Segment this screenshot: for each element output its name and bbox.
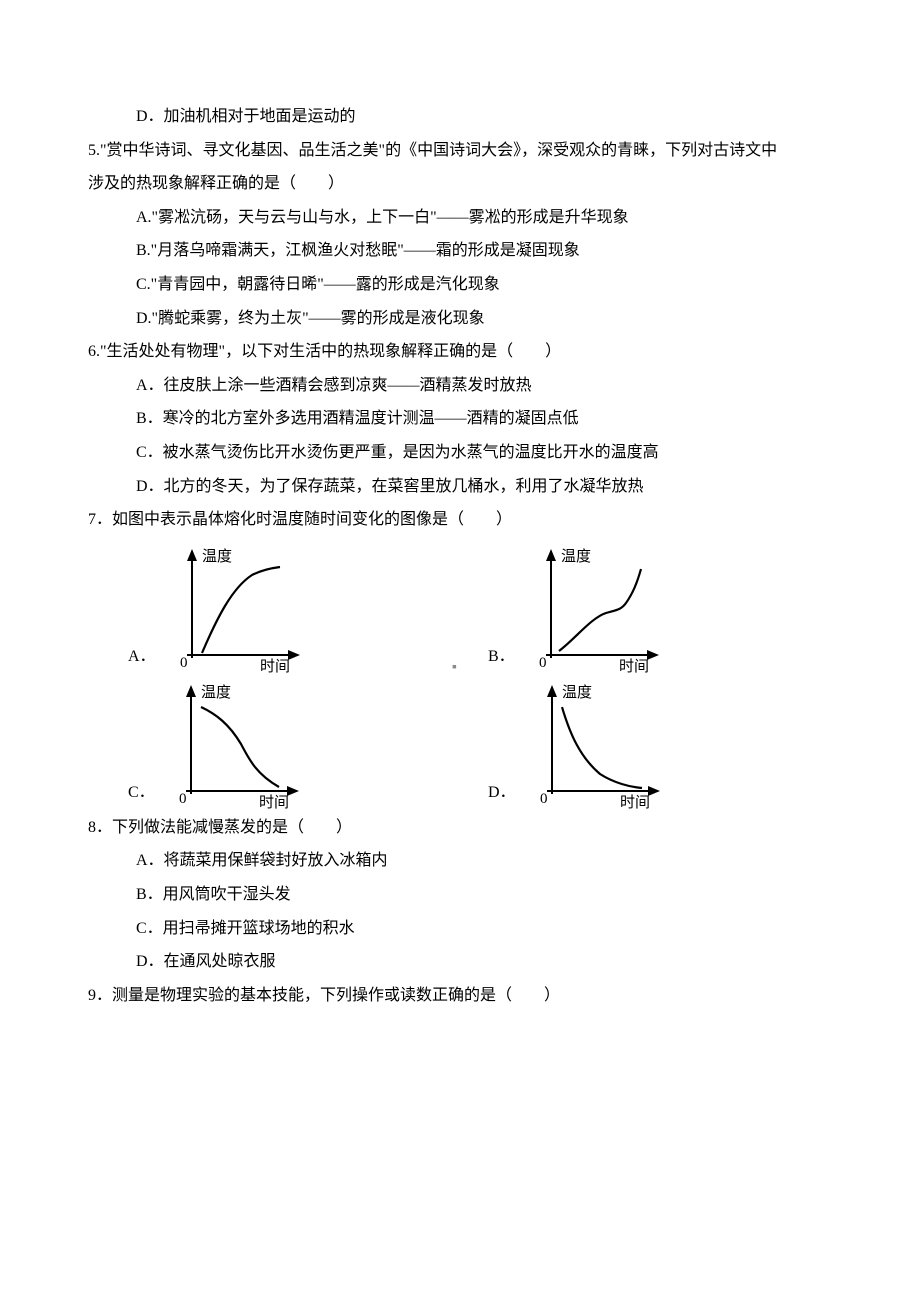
origin: 0 bbox=[179, 791, 187, 807]
q5-option-c: C."青青园中，朝露待日晞"——露的形成是汽化现象 bbox=[88, 268, 920, 302]
q8-option-d: D．在通风处晾衣服 bbox=[88, 945, 920, 979]
q6-option-b: B．寒冷的北方室外多选用酒精温度计测温——酒精的凝固点低 bbox=[88, 402, 920, 436]
q8-option-a: A．将蔬菜用保鲜袋封好放入冰箱内 bbox=[88, 844, 920, 878]
xlabel: 时间 bbox=[620, 794, 650, 809]
q7-chart-d: 温度 时间 0 bbox=[522, 679, 672, 809]
curve-c bbox=[201, 707, 279, 787]
q7-charts-row-1: A． 温度 时间 0 B． 温度 时间 0 bbox=[88, 543, 920, 673]
curve-a bbox=[202, 567, 280, 653]
q5-stem-line2: 涉及的热现象解释正确的是（ ） bbox=[88, 167, 920, 201]
ylabel: 温度 bbox=[561, 548, 591, 565]
q4-option-d: D．加油机相对于地面是运动的 bbox=[88, 100, 920, 134]
origin: 0 bbox=[540, 791, 548, 807]
q8-option-c: C．用扫帚摊开篮球场地的积水 bbox=[88, 912, 920, 946]
curve-b bbox=[559, 569, 641, 651]
q8-option-b: B．用风筒吹干湿头发 bbox=[88, 878, 920, 912]
q5-option-b: B."月落乌啼霜满天，江枫渔火对愁眠"——霜的形成是凝固现象 bbox=[88, 234, 920, 268]
q6-option-a: A．往皮肤上涂一些酒精会感到凉爽——酒精蒸发时放热 bbox=[88, 369, 920, 403]
xlabel: 时间 bbox=[260, 658, 290, 673]
xlabel: 时间 bbox=[619, 658, 649, 673]
q6-stem: 6."生活处处有物理"，以下对生活中的热现象解释正确的是（ ） bbox=[88, 335, 920, 369]
q7-chart-a: 温度 时间 0 bbox=[162, 543, 312, 673]
q6-option-c: C．被水蒸气烫伤比开水烫伤更严重，是因为水蒸气的温度比开水的温度高 bbox=[88, 436, 920, 470]
q5-stem-line1: 5."赏中华诗词、寻文化基因、品生活之美"的《中国诗词大会》，深受观众的青睐，下… bbox=[88, 134, 920, 168]
q7-chart-a-cell: A． 温度 时间 0 bbox=[128, 543, 488, 673]
origin: 0 bbox=[539, 655, 547, 671]
xlabel: 时间 bbox=[259, 794, 289, 809]
q5-option-a: A."雾凇沆砀，天与云与山与水，上下一白"——雾凇的形成是升华现象 bbox=[88, 201, 920, 235]
q7-chart-c: 温度 时间 0 bbox=[161, 679, 311, 809]
q7-chart-c-cell: C． 温度 时间 0 bbox=[128, 679, 488, 809]
q7-chart-b: 温度 时间 0 bbox=[521, 543, 671, 673]
q8-stem: 8．下列做法能减慢蒸发的是（ ） bbox=[88, 811, 920, 845]
origin: 0 bbox=[180, 655, 188, 671]
q5-option-d: D."腾蛇乘雾，终为土灰"——雾的形成是液化现象 bbox=[88, 302, 920, 336]
curve-d bbox=[562, 707, 642, 788]
q7-letter-c: C． bbox=[128, 785, 155, 809]
q7-chart-d-cell: D． 温度 时间 0 bbox=[488, 679, 672, 809]
q6-option-d: D．北方的冬天，为了保存蔬菜，在菜窖里放几桶水，利用了水凝华放热 bbox=[88, 470, 920, 504]
ylabel: 温度 bbox=[562, 684, 592, 701]
ylabel: 温度 bbox=[202, 548, 232, 565]
q7-charts-row-2: C． 温度 时间 0 D． 温度 时间 0 bbox=[88, 679, 920, 809]
q9-stem: 9．测量是物理实验的基本技能，下列操作或读数正确的是（ ） bbox=[88, 979, 920, 1013]
q7-letter-a: A． bbox=[128, 649, 156, 673]
ylabel: 温度 bbox=[201, 684, 231, 701]
q7-letter-b: B． bbox=[488, 649, 515, 673]
q7-chart-b-cell: B． 温度 时间 0 bbox=[488, 543, 671, 673]
q7-stem: 7．如图中表示晶体熔化时温度随时间变化的图像是（ ） bbox=[88, 503, 920, 537]
q7-letter-d: D． bbox=[488, 785, 516, 809]
